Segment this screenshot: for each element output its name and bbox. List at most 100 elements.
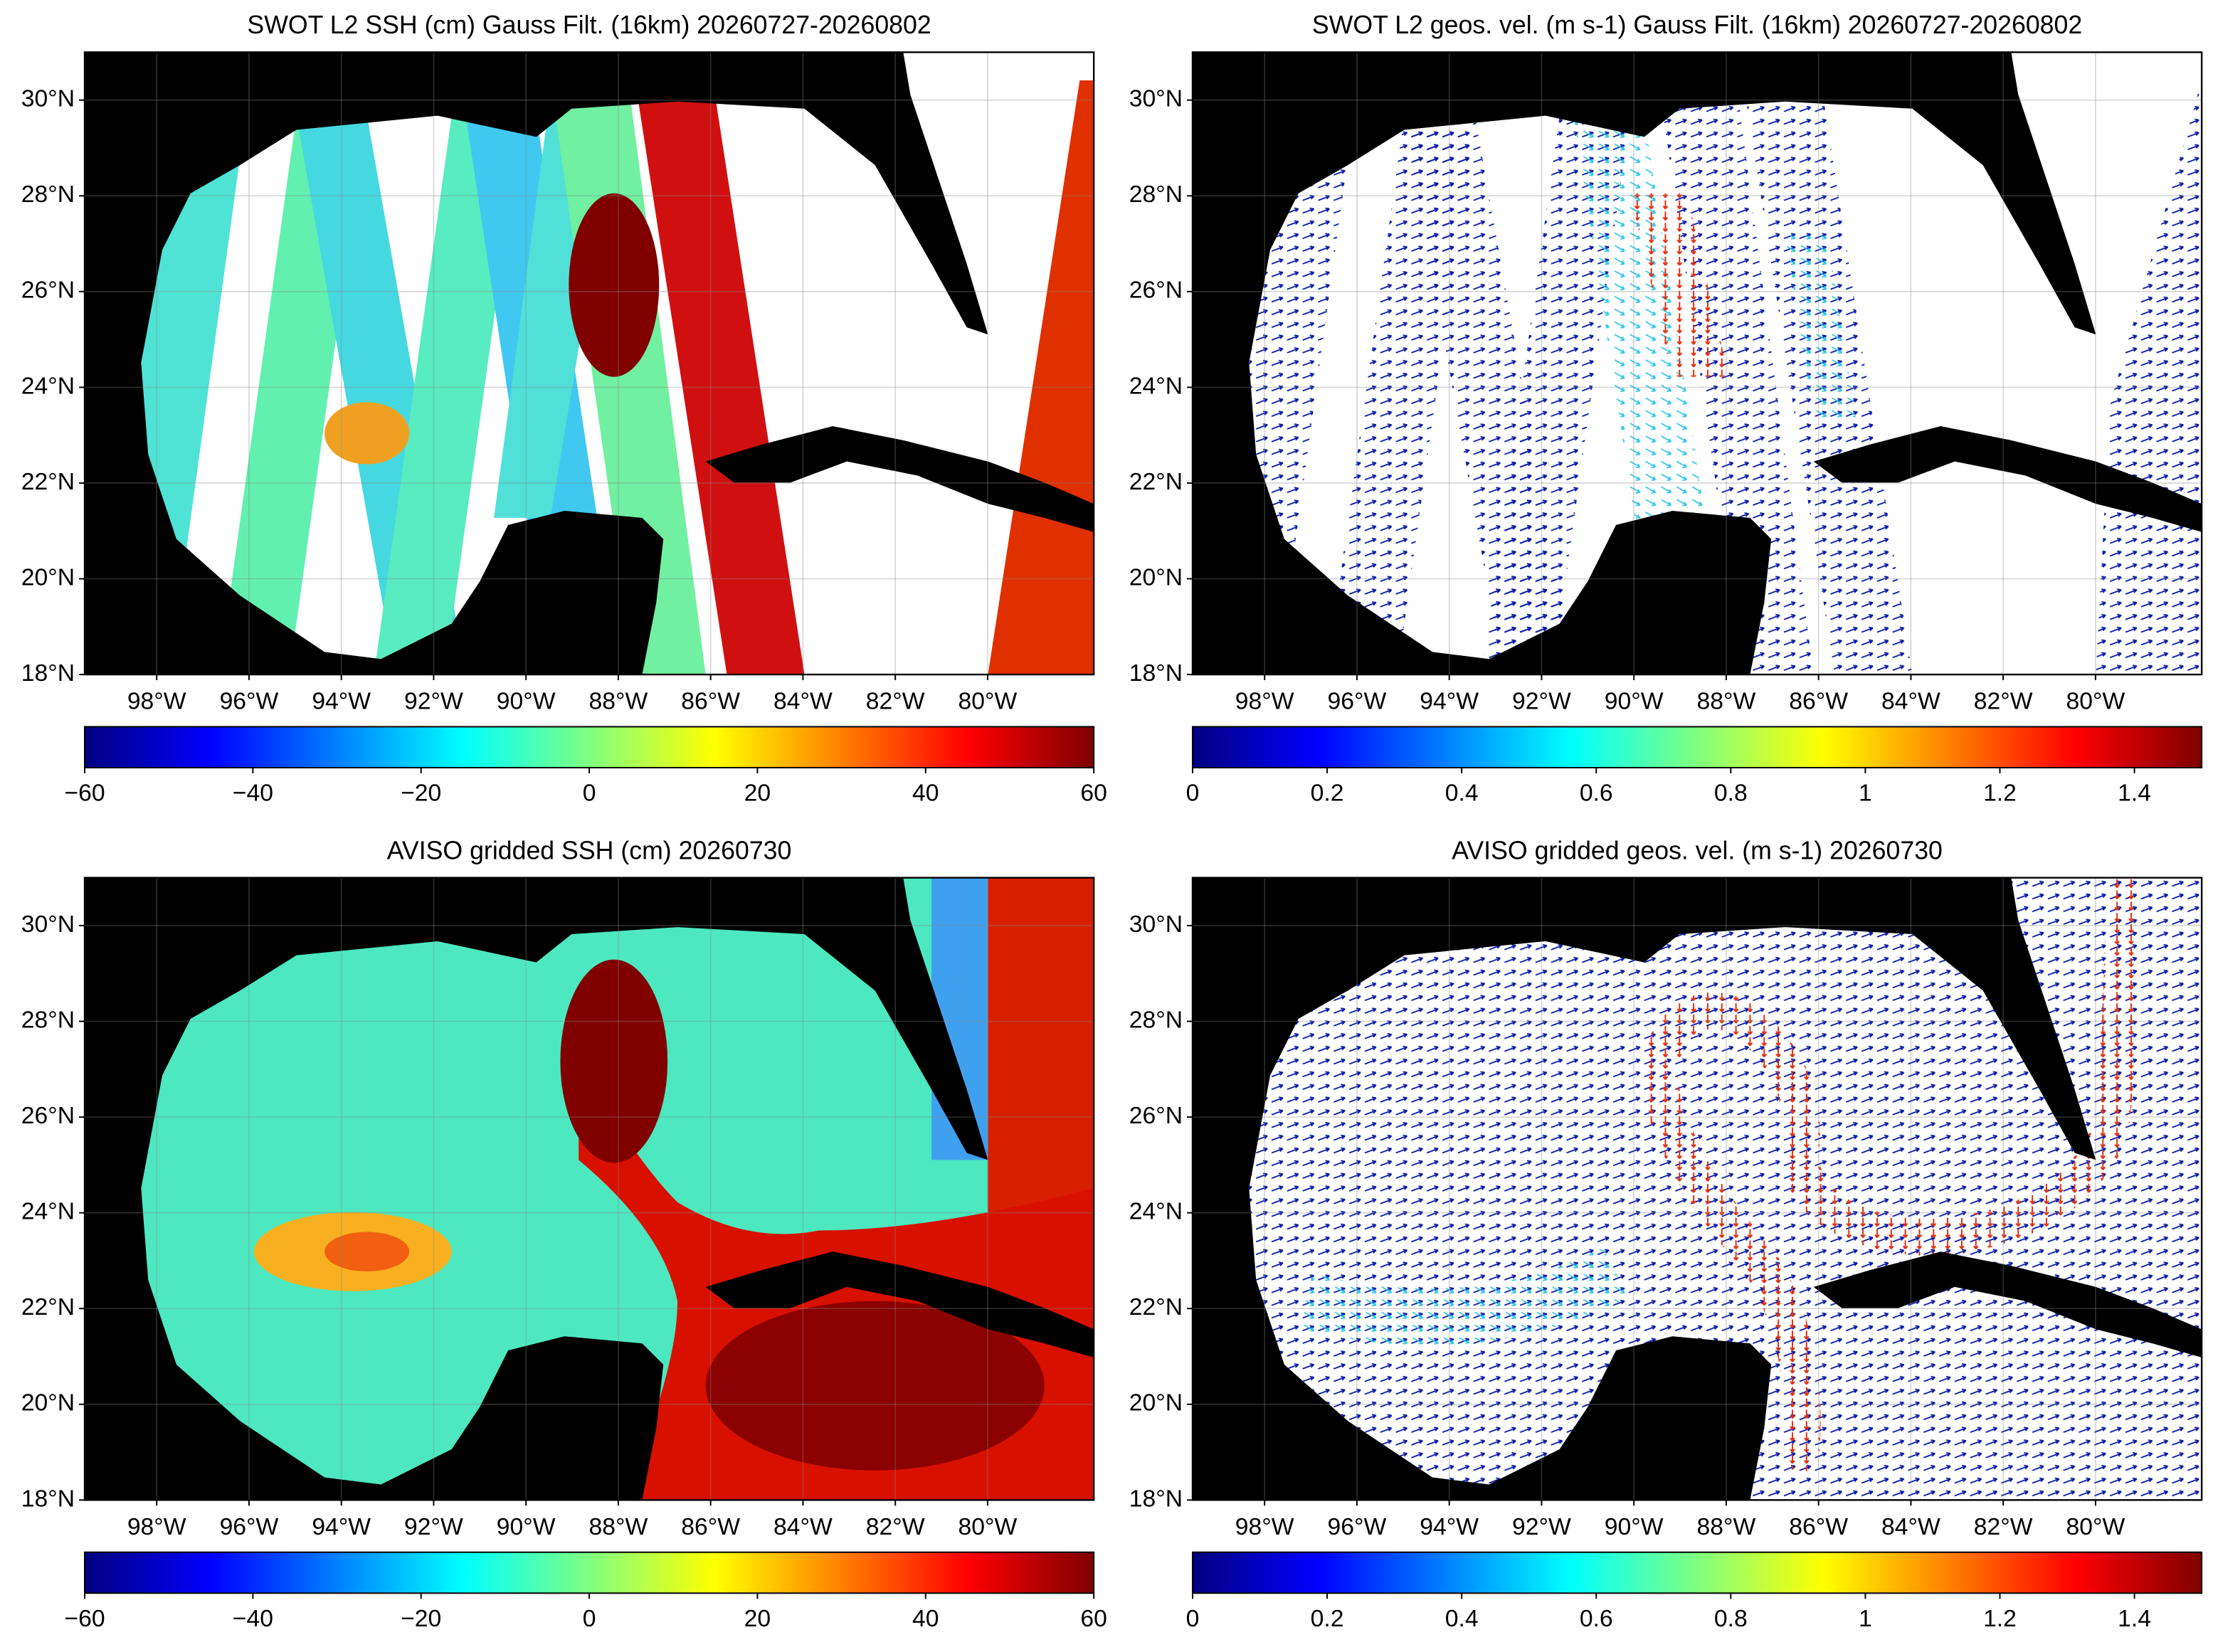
y-tick-label: 30°N: [21, 911, 75, 938]
y-tick-label: 22°N: [21, 468, 75, 495]
x-tick-label: 94°W: [312, 688, 371, 715]
y-tick-label: 30°N: [21, 85, 75, 112]
y-tick-label: 20°N: [1129, 1389, 1183, 1417]
colorbar-tick-label: 1.2: [1983, 780, 2017, 807]
colorbar: [84, 726, 1095, 768]
colorbar-tick-label: 40: [912, 780, 939, 807]
colorbar-tick-label: 0: [1186, 780, 1200, 807]
x-tick-label: 86°W: [681, 1513, 740, 1540]
x-tick-label: 92°W: [404, 1513, 463, 1540]
colorbar-tick-label: 60: [1080, 780, 1106, 807]
y-tick-label: 22°N: [21, 1293, 75, 1320]
y-tick-label: 28°N: [1129, 181, 1183, 208]
x-tick-label: 90°W: [497, 688, 556, 715]
colorbar-tick-label: 0.4: [1445, 780, 1479, 807]
x-tick-label: 94°W: [312, 1513, 371, 1540]
y-tick-label: 28°N: [21, 181, 75, 208]
y-tick-label: 24°N: [1129, 372, 1183, 399]
map-image: [1192, 52, 2202, 675]
map-frame: [1191, 877, 2203, 1501]
colorbar-tick-label: 0: [1186, 1605, 1200, 1632]
x-tick-label: 82°W: [866, 688, 925, 715]
x-tick-label: 98°W: [127, 688, 186, 715]
y-tick-label: 18°N: [21, 1485, 75, 1512]
x-tick-label: 88°W: [589, 1513, 648, 1540]
map-image: [1192, 877, 2202, 1500]
chart-title: AVISO gridded geos. vel. (m s-1) 2026073…: [1452, 836, 1943, 864]
colorbar-tick-label: 1.2: [1983, 1605, 2017, 1632]
y-tick-label: 20°N: [1129, 563, 1183, 591]
y-tick-label: 18°N: [21, 660, 75, 687]
colorbar-tick-label: −20: [401, 1605, 441, 1632]
y-tick-label: 20°N: [21, 563, 75, 591]
chart-title: SWOT L2 SSH (cm) Gauss Filt. (16km) 2026…: [247, 11, 931, 39]
x-tick-label: 98°W: [127, 1513, 186, 1540]
colorbar-tick-label: 1.4: [2118, 1605, 2151, 1632]
x-tick-label: 86°W: [681, 688, 740, 715]
y-tick-label: 28°N: [21, 1006, 75, 1033]
chart-title: SWOT L2 geos. vel. (m s-1) Gauss Filt. (…: [1312, 11, 2082, 39]
y-tick-label: 20°N: [21, 1389, 75, 1417]
colorbar-tick-label: 0: [583, 1605, 596, 1632]
x-tick-label: 90°W: [1605, 688, 1664, 715]
x-tick-label: 98°W: [1235, 688, 1294, 715]
colorbar-tick-label: 40: [912, 1605, 939, 1632]
colorbar-tick-label: 0: [583, 780, 596, 807]
x-tick-label: 84°W: [773, 1513, 833, 1540]
map-frame: [83, 51, 1095, 676]
x-tick-label: 94°W: [1420, 1513, 1479, 1540]
x-tick-label: 80°W: [2066, 688, 2125, 715]
colorbar-tick-label: 20: [744, 780, 771, 807]
y-tick-label: 24°N: [21, 1198, 75, 1225]
colorbar-tick-label: −60: [64, 1605, 105, 1632]
colorbar-tick-label: −40: [233, 1605, 273, 1632]
colorbar-tick-label: 0.2: [1311, 1605, 1344, 1632]
x-tick-label: 90°W: [497, 1513, 556, 1540]
colorbar-tick-label: 0.4: [1445, 1605, 1479, 1632]
colorbar-tick-label: 0.6: [1580, 1605, 1613, 1632]
colorbar-tick-label: −20: [401, 780, 441, 807]
x-tick-label: 90°W: [1605, 1513, 1664, 1540]
x-tick-label: 82°W: [866, 1513, 925, 1540]
x-tick-label: 96°W: [220, 1513, 279, 1540]
x-tick-label: 96°W: [220, 688, 279, 715]
x-tick-label: 98°W: [1235, 1513, 1294, 1540]
x-tick-label: 82°W: [1974, 688, 2033, 715]
y-tick-label: 22°N: [1129, 468, 1183, 495]
x-tick-label: 82°W: [1974, 1513, 2033, 1540]
x-tick-label: 92°W: [1512, 1513, 1571, 1540]
colorbar-tick-label: 0.6: [1580, 780, 1613, 807]
map-frame: [1191, 51, 2203, 676]
y-tick-label: 18°N: [1129, 660, 1183, 687]
colorbar-tick-label: 20: [744, 1605, 771, 1632]
x-tick-label: 80°W: [958, 1513, 1018, 1540]
x-tick-label: 86°W: [1789, 688, 1848, 715]
colorbar-tick-label: −40: [233, 780, 273, 807]
y-tick-label: 30°N: [1129, 911, 1183, 938]
colorbar-tick-label: 1.4: [2118, 780, 2151, 807]
y-tick-label: 26°N: [1129, 1102, 1183, 1129]
colorbar-tick-label: 0.8: [1714, 780, 1748, 807]
x-tick-label: 96°W: [1328, 688, 1387, 715]
x-tick-label: 88°W: [1697, 1513, 1756, 1540]
x-tick-label: 80°W: [958, 688, 1018, 715]
x-tick-label: 92°W: [404, 688, 463, 715]
y-tick-label: 26°N: [21, 277, 75, 304]
x-tick-label: 84°W: [773, 688, 833, 715]
map-image: [85, 877, 1094, 1500]
x-tick-label: 88°W: [589, 688, 648, 715]
x-tick-label: 84°W: [1881, 1513, 1940, 1540]
colorbar-tick-label: 60: [1080, 1605, 1106, 1632]
y-tick-label: 30°N: [1129, 85, 1183, 112]
colorbar-tick-label: 0.8: [1714, 1605, 1748, 1632]
colorbar: [1191, 726, 2203, 768]
colorbar: [84, 1551, 1095, 1594]
chart-title: AVISO gridded SSH (cm) 20260730: [387, 836, 792, 864]
x-tick-label: 94°W: [1420, 688, 1479, 715]
y-tick-label: 22°N: [1129, 1293, 1183, 1320]
x-tick-label: 80°W: [2066, 1513, 2125, 1540]
x-tick-label: 88°W: [1697, 688, 1756, 715]
x-tick-label: 84°W: [1881, 688, 1940, 715]
